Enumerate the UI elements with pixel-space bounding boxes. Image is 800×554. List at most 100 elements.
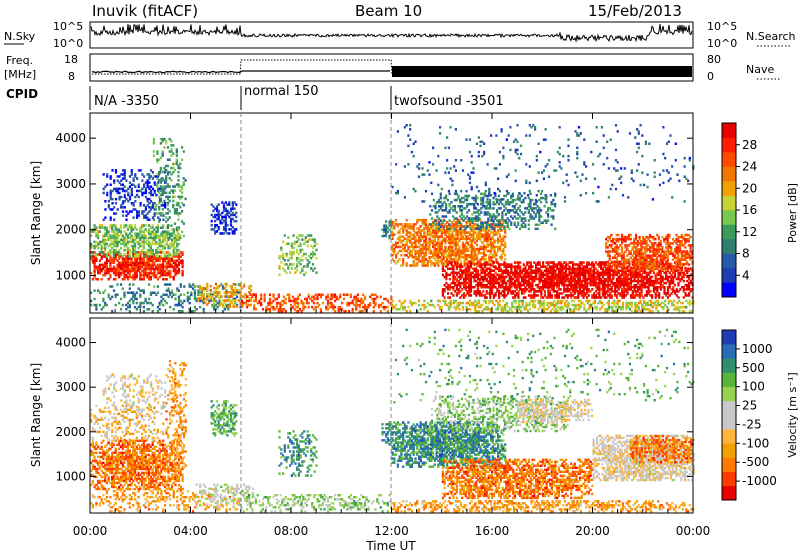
data-cell [527,261,531,264]
data-cell [577,263,580,266]
data-cell [453,223,456,226]
data-cell [104,289,107,292]
cpid-segment-1: normal 150 [244,84,319,99]
data-cell [126,242,130,246]
data-cell [513,271,517,275]
data-cell [438,223,441,226]
data-cell [557,263,560,266]
data-cell [221,305,225,308]
data-cell [688,281,691,285]
data-cell [181,158,184,161]
data-cell [328,301,331,305]
data-cell [170,275,174,279]
data-cell [153,189,156,193]
data-cell [459,283,462,287]
data-cell [321,293,324,296]
data-cell [476,288,480,291]
data-cell [280,261,283,264]
data-cell [109,259,112,262]
data-cell [146,183,149,186]
data-cell [578,283,582,287]
data-cell [495,225,498,228]
data-cell [148,197,151,201]
data-cell [134,244,137,248]
data-cell [557,275,560,279]
data-cell [226,203,229,206]
data-cell [148,278,151,281]
data-cell [407,251,410,255]
data-cell [111,295,114,299]
data-cell [199,293,202,296]
data-cell [615,296,619,299]
data-cell [645,281,648,285]
data-cell [98,240,101,244]
data-cell [453,218,456,222]
data-cell [166,203,170,207]
data-cell [423,231,426,234]
data-cell [175,208,178,211]
data-cell [177,203,180,207]
data-cell [153,228,156,231]
data-cell [128,267,131,271]
data-cell [109,226,112,229]
data-cell [481,256,484,259]
data-cell [174,293,177,296]
data-cell [461,269,464,272]
data-cell [148,230,151,233]
data-cell [165,240,168,244]
data-cell [587,275,590,279]
data-cell [109,261,112,264]
data-cell [290,246,293,250]
data-cell [629,279,633,283]
data-cell [665,273,668,277]
data-cell [661,286,664,289]
data-cell [462,292,466,295]
data-cell [494,265,497,268]
data-cell [456,262,459,265]
data-cell [121,287,124,290]
data-cell [460,251,463,255]
data-cell [437,225,440,228]
data-cell [470,256,473,259]
data-cell [348,303,351,307]
data-cell [610,269,613,272]
data-cell [156,267,159,271]
data-cell [689,267,692,270]
data-cell [119,242,123,246]
data-cell [197,289,200,292]
data-cell [432,225,435,228]
data-cell [587,281,590,285]
data-cell [158,267,161,271]
data-cell [135,291,138,294]
data-cell [458,249,461,253]
data-cell [95,259,98,262]
data-cell [652,288,655,291]
data-cell [137,214,140,217]
data-cell [240,299,243,303]
data-cell [444,223,447,226]
data-cell [162,251,165,254]
data-cell [216,301,219,305]
data-cell [229,228,233,231]
data-cell [105,271,108,275]
data-cell [291,305,294,309]
data-cell [445,286,448,289]
data-cell [626,273,629,277]
data-cell [111,310,114,313]
data-cell [91,261,94,264]
data-cell [469,265,473,268]
data-cell [111,257,114,260]
data-cell [614,292,617,295]
data-cell [405,264,408,267]
data-cell [168,177,171,180]
data-cell [135,253,138,256]
data-cell [540,271,543,275]
data-cell [628,273,631,277]
data-cell [490,241,493,245]
data-cell [542,279,545,283]
data-cell [95,267,98,271]
data-cell [100,269,103,273]
data-cell [229,219,233,223]
data-cell [519,269,522,272]
data-cell [116,187,119,191]
